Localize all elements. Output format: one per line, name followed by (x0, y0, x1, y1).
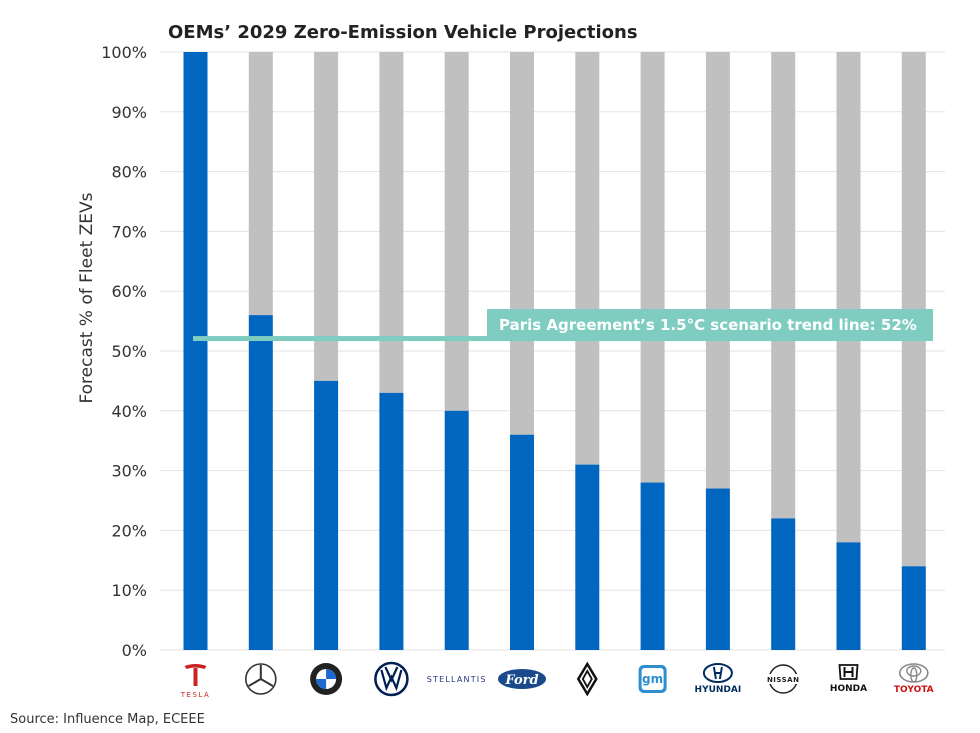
reference-label-box (487, 309, 933, 339)
bar (836, 542, 861, 650)
y-tick-label: 50% (111, 342, 147, 361)
tesla-mark-stem (193, 668, 198, 686)
bar-remainder (444, 52, 469, 411)
bar (575, 464, 600, 650)
bar-remainder (510, 52, 534, 435)
gridlines (160, 51, 945, 651)
tesla-logo-icon: TESLA (180, 664, 211, 699)
logo-text: STELLANTIS (427, 675, 487, 684)
gm-logo-icon: gm (638, 665, 667, 693)
bar-remainder (836, 52, 861, 543)
bmw-logo-icon (310, 663, 343, 695)
bar (510, 434, 534, 650)
gm-inner (641, 668, 664, 690)
vw-logo-icon (374, 661, 409, 697)
bar-remainder (640, 52, 665, 483)
ford-logo-icon: Ford (498, 669, 546, 689)
renault-inner (581, 669, 593, 689)
bmw-quad (316, 679, 327, 689)
bar-remainder (705, 52, 730, 489)
honda-frame (838, 664, 859, 680)
chart-title: OEMs’ 2029 Zero-Emission Vehicle Project… (168, 22, 638, 43)
stellantis-logo-icon: STELLANTIS (427, 675, 487, 684)
logo-text: NISSAN (767, 676, 800, 684)
honda-logo-icon: HONDA (830, 664, 867, 694)
y-tick-label: 70% (111, 222, 147, 241)
y-tick-label: 80% (111, 163, 147, 182)
bar-remainder (379, 52, 404, 393)
mercedes-ring (244, 663, 277, 695)
y-tick-label: 40% (111, 402, 147, 421)
toyota-logo-icon: TOYOTA (894, 663, 934, 695)
y-tick-label: 60% (111, 282, 147, 301)
manufacturer-logos: TESLA STELLANTIS Ford gm HYUNDAI NISSAN HONDA T… (180, 661, 934, 699)
logo-text: TESLA (180, 691, 211, 699)
y-tick-label: 100% (101, 43, 147, 62)
bar (640, 482, 665, 650)
renault-diamond (576, 661, 598, 697)
source-note: Source: Influence Map, ECEEE (10, 712, 205, 727)
bar-remainder (575, 52, 600, 465)
nissan-band (764, 674, 803, 684)
logo-text: HONDA (830, 684, 867, 694)
hyundai-logo-icon: HYUNDAI (695, 663, 742, 695)
y-tick-label: 20% (111, 521, 147, 540)
bar-remainder (771, 52, 796, 519)
mercedes-star (248, 678, 262, 687)
y-tick-label: 30% (111, 462, 147, 481)
nissan-logo-icon: NISSAN (764, 664, 803, 694)
vw-w (380, 669, 403, 692)
toyota-top (906, 665, 922, 677)
reference-line-group: Paris Agreement’s 1.5°C scenario trend l… (193, 309, 933, 342)
bar (705, 488, 730, 650)
mercedes-logo-icon (244, 663, 277, 695)
bar (444, 410, 469, 650)
y-axis-label: Forecast % of Fleet ZEVs (77, 192, 97, 403)
y-tick-label: 90% (111, 103, 147, 122)
bar (901, 566, 926, 650)
bar (314, 380, 339, 650)
bar-remainder (314, 52, 339, 381)
logo-text: HYUNDAI (695, 685, 742, 695)
y-axis-ticks: 0% 10% 20% 30% 40% 50% 60% 70% 80% 90% 100% (101, 43, 147, 660)
logo-text: gm (642, 672, 663, 686)
logo-text: Ford (504, 673, 538, 688)
vw-v (384, 666, 399, 683)
bmw-quad (326, 669, 337, 679)
bar-remainder (248, 52, 273, 316)
hyundai-oval (702, 663, 733, 683)
y-tick-label: 10% (111, 581, 147, 600)
mercedes-star (260, 678, 274, 687)
bar (183, 52, 208, 650)
ford-oval (498, 669, 546, 689)
logo-text: TOYOTA (894, 685, 934, 695)
bar (248, 315, 273, 650)
vw-ring (374, 661, 409, 697)
hyundai-h (712, 666, 723, 680)
honda-h (843, 667, 854, 677)
reference-line-label: Paris Agreement’s 1.5°C scenario trend l… (499, 316, 917, 334)
toyota-stem (910, 667, 918, 683)
y-tick-label: 0% (122, 641, 147, 660)
bar (379, 392, 404, 650)
tesla-mark (184, 664, 207, 669)
bar (771, 518, 796, 650)
renault-logo-icon (576, 661, 598, 697)
